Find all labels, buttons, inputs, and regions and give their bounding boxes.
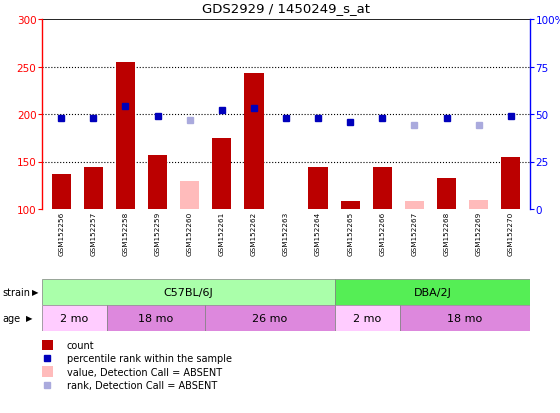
Text: GDS2929 / 1450249_s_at: GDS2929 / 1450249_s_at: [202, 2, 370, 15]
Text: rank, Detection Call = ABSENT: rank, Detection Call = ABSENT: [67, 380, 217, 390]
Text: C57BL/6J: C57BL/6J: [164, 287, 213, 297]
Bar: [52, 174, 71, 209]
Text: 26 mo: 26 mo: [252, 313, 287, 323]
Text: 2 mo: 2 mo: [353, 313, 381, 323]
Text: GSM152258: GSM152258: [123, 211, 128, 256]
Bar: [335, 305, 400, 331]
Text: 2 mo: 2 mo: [60, 313, 88, 323]
Text: GSM152257: GSM152257: [90, 211, 96, 256]
Bar: [84, 168, 103, 209]
Bar: [437, 178, 456, 209]
Text: ▶: ▶: [32, 288, 39, 297]
Text: GSM152262: GSM152262: [251, 211, 257, 256]
Text: GSM152266: GSM152266: [379, 211, 385, 256]
Text: GSM152264: GSM152264: [315, 211, 321, 256]
Text: GSM152261: GSM152261: [219, 211, 225, 256]
Text: GSM152267: GSM152267: [412, 211, 417, 256]
Bar: [116, 63, 135, 209]
Bar: [335, 279, 530, 305]
Bar: [204, 305, 335, 331]
Bar: [42, 366, 53, 377]
Bar: [469, 200, 488, 209]
Text: percentile rank within the sample: percentile rank within the sample: [67, 354, 232, 363]
Text: DBA/2J: DBA/2J: [413, 287, 451, 297]
Bar: [42, 340, 53, 350]
Text: 18 mo: 18 mo: [447, 313, 483, 323]
Bar: [501, 157, 520, 209]
Bar: [42, 305, 107, 331]
Text: ▶: ▶: [26, 314, 32, 323]
Bar: [212, 138, 231, 209]
Text: GSM152269: GSM152269: [475, 211, 482, 256]
Bar: [405, 202, 424, 209]
Bar: [309, 168, 328, 209]
Bar: [340, 202, 360, 209]
Bar: [373, 168, 392, 209]
Bar: [107, 305, 204, 331]
Bar: [244, 74, 264, 209]
Text: GSM152256: GSM152256: [58, 211, 64, 256]
Text: count: count: [67, 340, 95, 350]
Bar: [180, 181, 199, 209]
Text: value, Detection Call = ABSENT: value, Detection Call = ABSENT: [67, 367, 222, 377]
Text: age: age: [2, 313, 20, 323]
Text: strain: strain: [2, 287, 30, 297]
Text: GSM152268: GSM152268: [444, 211, 450, 256]
Bar: [42, 279, 335, 305]
Text: GSM152265: GSM152265: [347, 211, 353, 256]
Text: GSM152260: GSM152260: [186, 211, 193, 256]
Bar: [148, 155, 167, 209]
Text: GSM152259: GSM152259: [155, 211, 161, 256]
Bar: [400, 305, 530, 331]
Text: GSM152263: GSM152263: [283, 211, 289, 256]
Text: 18 mo: 18 mo: [138, 313, 174, 323]
Text: GSM152270: GSM152270: [508, 211, 514, 256]
